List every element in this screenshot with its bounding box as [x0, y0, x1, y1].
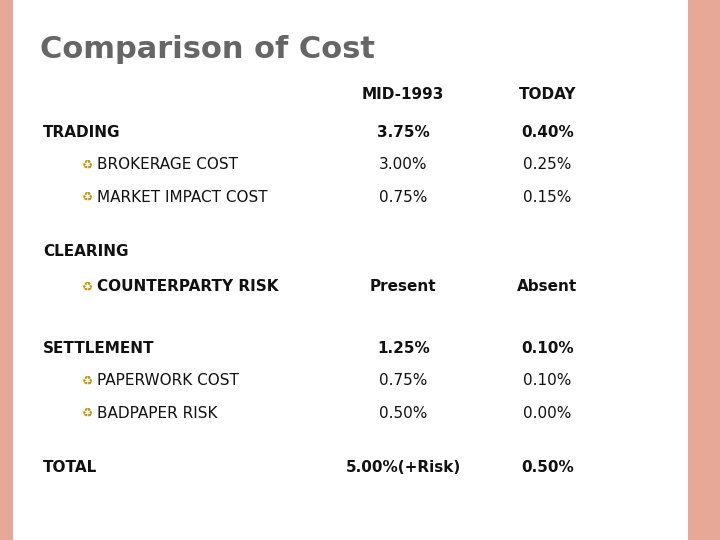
- Text: 5.00%(+Risk): 5.00%(+Risk): [346, 460, 461, 475]
- Text: TOTAL: TOTAL: [43, 460, 97, 475]
- Text: COUNTERPARTY RISK: COUNTERPARTY RISK: [97, 279, 279, 294]
- Text: TRADING: TRADING: [43, 125, 121, 140]
- Text: MARKET IMPACT COST: MARKET IMPACT COST: [97, 190, 268, 205]
- Text: ♻: ♻: [82, 374, 94, 387]
- Text: 0.75%: 0.75%: [379, 190, 428, 205]
- Bar: [0, 0, 13, 540]
- Text: CLEARING: CLEARING: [43, 244, 129, 259]
- Text: ♻: ♻: [82, 158, 94, 171]
- Text: 0.00%: 0.00%: [523, 406, 572, 421]
- Text: 0.50%: 0.50%: [521, 460, 574, 475]
- Text: 0.10%: 0.10%: [521, 341, 574, 356]
- Text: TODAY: TODAY: [518, 87, 576, 102]
- Text: ♻: ♻: [82, 280, 94, 293]
- Text: PAPERWORK COST: PAPERWORK COST: [97, 373, 239, 388]
- Text: SETTLEMENT: SETTLEMENT: [43, 341, 155, 356]
- Text: ♻: ♻: [82, 191, 94, 204]
- Text: MID-1993: MID-1993: [362, 87, 444, 102]
- Text: 0.40%: 0.40%: [521, 125, 574, 140]
- Text: 0.75%: 0.75%: [379, 373, 428, 388]
- Text: BADPAPER RISK: BADPAPER RISK: [97, 406, 217, 421]
- Text: 0.15%: 0.15%: [523, 190, 572, 205]
- Bar: [688, 0, 720, 540]
- Text: 0.25%: 0.25%: [523, 157, 572, 172]
- Text: ♻: ♻: [82, 407, 94, 420]
- Text: BROKERAGE COST: BROKERAGE COST: [97, 157, 238, 172]
- Text: 0.50%: 0.50%: [379, 406, 428, 421]
- Text: 3.00%: 3.00%: [379, 157, 428, 172]
- Text: 0.10%: 0.10%: [523, 373, 572, 388]
- Text: 1.25%: 1.25%: [377, 341, 430, 356]
- Text: Absent: Absent: [517, 279, 577, 294]
- Text: 3.75%: 3.75%: [377, 125, 430, 140]
- Text: Present: Present: [370, 279, 436, 294]
- Text: Comparison of Cost: Comparison of Cost: [40, 35, 374, 64]
